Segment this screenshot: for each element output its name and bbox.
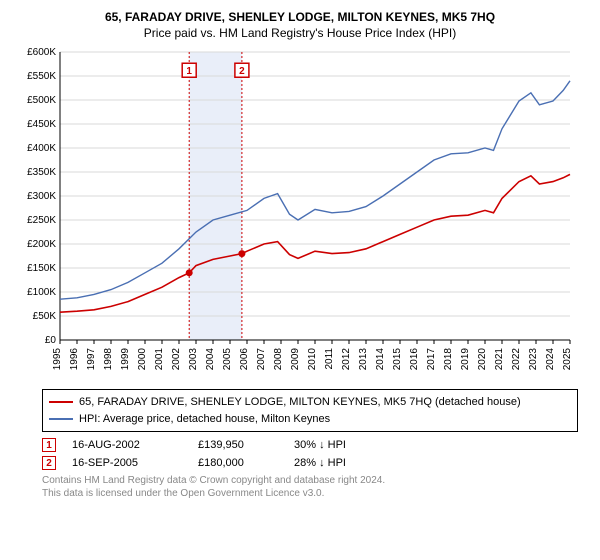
svg-text:2003: 2003 (188, 348, 199, 371)
transaction-row: 1 16-AUG-2002 £139,950 30% ↓ HPI (42, 438, 578, 452)
svg-text:2014: 2014 (375, 348, 386, 371)
svg-text:2021: 2021 (494, 348, 505, 371)
legend-label: 65, FARADAY DRIVE, SHENLEY LODGE, MILTON… (79, 394, 521, 411)
transaction-marker: 1 (42, 438, 56, 452)
svg-text:2022: 2022 (511, 348, 522, 371)
svg-text:2019: 2019 (460, 348, 471, 371)
svg-text:2001: 2001 (154, 348, 165, 371)
transaction-hpi: 28% ↓ HPI (294, 457, 578, 469)
svg-text:1999: 1999 (120, 348, 131, 371)
transaction-price: £139,950 (198, 439, 278, 451)
svg-text:1997: 1997 (86, 348, 97, 371)
transaction-hpi: 30% ↓ HPI (294, 439, 578, 451)
footer-line: Contains HM Land Registry data © Crown c… (42, 474, 578, 487)
svg-text:2: 2 (239, 66, 245, 77)
svg-text:£300K: £300K (27, 191, 56, 202)
chart-subtitle: Price paid vs. HM Land Registry's House … (14, 26, 586, 40)
svg-text:£350K: £350K (27, 167, 56, 178)
svg-text:2024: 2024 (545, 348, 556, 371)
svg-text:2023: 2023 (528, 348, 539, 371)
svg-text:£200K: £200K (27, 239, 56, 250)
svg-text:2020: 2020 (477, 348, 488, 371)
svg-text:2006: 2006 (239, 348, 250, 371)
svg-text:2000: 2000 (137, 348, 148, 371)
legend-swatch (49, 401, 73, 403)
legend-item: HPI: Average price, detached house, Milt… (49, 411, 571, 428)
svg-text:2005: 2005 (222, 348, 233, 371)
svg-text:2011: 2011 (324, 348, 335, 370)
transaction-list: 1 16-AUG-2002 £139,950 30% ↓ HPI 2 16-SE… (42, 438, 578, 470)
svg-text:£400K: £400K (27, 143, 56, 154)
svg-text:2004: 2004 (205, 348, 216, 371)
footer-line: This data is licensed under the Open Gov… (42, 487, 578, 500)
transaction-row: 2 16-SEP-2005 £180,000 28% ↓ HPI (42, 456, 578, 470)
footer: Contains HM Land Registry data © Crown c… (42, 474, 578, 500)
transaction-marker: 2 (42, 456, 56, 470)
svg-text:£0: £0 (45, 335, 57, 346)
chart-title: 65, FARADAY DRIVE, SHENLEY LODGE, MILTON… (14, 10, 586, 24)
svg-text:1998: 1998 (103, 348, 114, 371)
legend-label: HPI: Average price, detached house, Milt… (79, 411, 330, 428)
svg-text:£150K: £150K (27, 263, 56, 274)
svg-text:1: 1 (186, 66, 192, 77)
svg-text:1996: 1996 (69, 348, 80, 371)
svg-text:£600K: £600K (27, 47, 56, 58)
transaction-price: £180,000 (198, 457, 278, 469)
svg-text:1995: 1995 (52, 348, 63, 371)
svg-text:2015: 2015 (392, 348, 403, 371)
svg-text:2016: 2016 (409, 348, 420, 371)
svg-text:2002: 2002 (171, 348, 182, 371)
svg-text:2010: 2010 (307, 348, 318, 371)
svg-text:2013: 2013 (358, 348, 369, 371)
transaction-date: 16-SEP-2005 (72, 457, 182, 469)
chart-area: £0 £50K £100K £150K £200K £250K £300K £350K £400… (14, 46, 586, 381)
svg-text:2012: 2012 (341, 348, 352, 371)
svg-text:2007: 2007 (256, 348, 267, 371)
legend: 65, FARADAY DRIVE, SHENLEY LODGE, MILTON… (42, 389, 578, 432)
svg-text:£50K: £50K (33, 311, 57, 322)
svg-text:2017: 2017 (426, 348, 437, 371)
svg-text:£250K: £250K (27, 215, 56, 226)
legend-item: 65, FARADAY DRIVE, SHENLEY LODGE, MILTON… (49, 394, 571, 411)
svg-text:£500K: £500K (27, 95, 56, 106)
svg-text:2025: 2025 (562, 348, 573, 371)
legend-swatch (49, 418, 73, 420)
svg-text:£550K: £550K (27, 71, 56, 82)
svg-text:2008: 2008 (273, 348, 284, 371)
svg-text:2009: 2009 (290, 348, 301, 371)
svg-text:2018: 2018 (443, 348, 454, 371)
svg-text:£450K: £450K (27, 119, 56, 130)
transaction-date: 16-AUG-2002 (72, 439, 182, 451)
line-chart: £0 £50K £100K £150K £200K £250K £300K £350K £400… (14, 46, 574, 376)
svg-text:£100K: £100K (27, 287, 56, 298)
